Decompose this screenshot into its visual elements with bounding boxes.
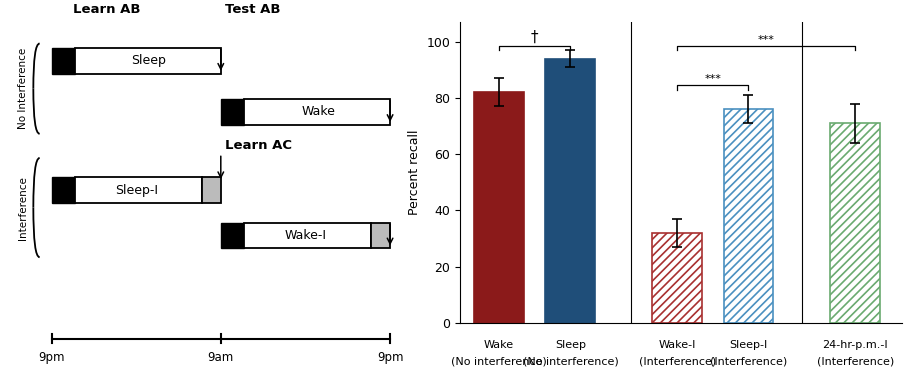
Text: Sleep: Sleep (554, 340, 585, 350)
Bar (74, 178, 201, 203)
Text: (Interference): (Interference) (816, 357, 893, 367)
Text: (No interference): (No interference) (522, 357, 618, 367)
Text: Wake-I: Wake-I (284, 229, 326, 242)
Text: (Interference): (Interference) (709, 357, 787, 367)
Bar (244, 223, 370, 248)
Bar (201, 178, 221, 203)
Text: (No interference): (No interference) (451, 357, 547, 367)
Bar (51, 178, 74, 203)
Text: ***: *** (757, 35, 774, 45)
Text: ***: *** (704, 75, 720, 84)
Text: 24-hr-p.m.-I: 24-hr-p.m.-I (822, 340, 887, 350)
Text: Interference: Interference (17, 176, 28, 240)
Bar (370, 223, 390, 248)
Bar (74, 48, 221, 74)
Bar (652, 233, 701, 323)
Text: Sleep-I: Sleep-I (729, 340, 766, 350)
Text: No Interference: No Interference (17, 48, 28, 129)
Bar (545, 59, 595, 323)
Text: Sleep: Sleep (131, 54, 166, 67)
Text: Sleep-I: Sleep-I (115, 184, 157, 197)
Text: Wake: Wake (483, 340, 514, 350)
Text: 9pm: 9pm (377, 350, 403, 364)
Bar (221, 223, 244, 248)
Bar (722, 109, 773, 323)
Text: 9pm: 9pm (39, 350, 64, 364)
Text: Learn AB: Learn AB (73, 3, 140, 17)
Text: Test AB: Test AB (225, 3, 280, 17)
Text: 9am: 9am (208, 350, 233, 364)
Bar (830, 123, 879, 323)
Bar (244, 99, 390, 125)
Text: Wake-I: Wake-I (658, 340, 695, 350)
Bar (221, 99, 244, 125)
Text: (Interference): (Interference) (638, 357, 715, 367)
Text: Wake: Wake (301, 105, 335, 119)
Bar (473, 92, 524, 323)
Text: Learn AC: Learn AC (225, 139, 291, 152)
Bar (51, 48, 74, 74)
Y-axis label: Percent recall: Percent recall (407, 130, 420, 215)
Text: †: † (530, 30, 538, 45)
